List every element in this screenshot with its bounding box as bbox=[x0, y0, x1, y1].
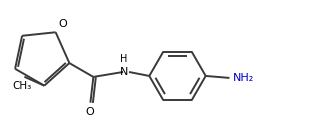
Text: O: O bbox=[59, 19, 67, 29]
Text: CH₃: CH₃ bbox=[13, 81, 32, 91]
Text: NH₂: NH₂ bbox=[232, 73, 254, 83]
Text: N: N bbox=[120, 67, 128, 77]
Text: H: H bbox=[121, 54, 128, 64]
Text: O: O bbox=[85, 107, 94, 117]
